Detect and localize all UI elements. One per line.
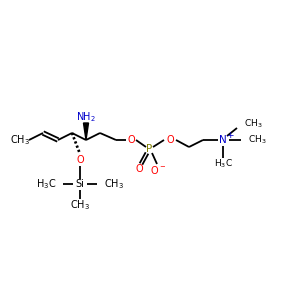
Text: CH$_3$: CH$_3$: [10, 133, 30, 147]
Text: O: O: [135, 164, 143, 174]
Text: O$^-$: O$^-$: [150, 164, 166, 176]
Text: O: O: [127, 135, 135, 145]
Text: Si: Si: [76, 179, 84, 189]
Text: NH$_2$: NH$_2$: [76, 110, 96, 124]
Text: CH$_3$: CH$_3$: [70, 198, 90, 212]
Text: N: N: [219, 135, 227, 145]
Text: CH$_3$: CH$_3$: [104, 177, 124, 191]
Text: H$_3$C: H$_3$C: [214, 158, 232, 170]
Text: CH$_3$: CH$_3$: [244, 118, 262, 130]
Text: +: +: [226, 130, 234, 140]
Text: O: O: [76, 155, 84, 165]
Text: H$_3$C: H$_3$C: [36, 177, 56, 191]
Text: CH$_3$: CH$_3$: [248, 134, 267, 146]
Text: O: O: [166, 135, 174, 145]
Polygon shape: [83, 123, 88, 140]
Text: P: P: [146, 144, 152, 154]
